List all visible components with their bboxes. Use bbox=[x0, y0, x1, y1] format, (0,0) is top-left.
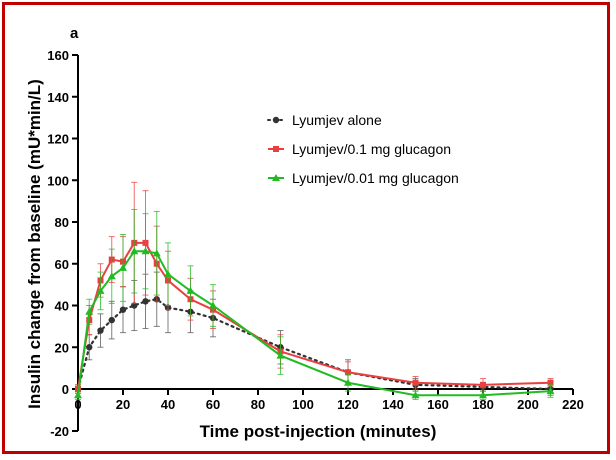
data-point bbox=[186, 286, 195, 294]
y-tick-label: 40 bbox=[55, 299, 69, 314]
series-line bbox=[77, 250, 551, 397]
y-tick-label: 0 bbox=[62, 382, 69, 397]
x-tick-label: 160 bbox=[427, 397, 449, 412]
data-point bbox=[273, 146, 279, 152]
x-tick-label: 180 bbox=[472, 397, 494, 412]
data-point bbox=[272, 174, 280, 181]
x-axis-title: Time post-injection (minutes) bbox=[200, 422, 437, 441]
data-point bbox=[209, 301, 217, 309]
data-point bbox=[412, 379, 419, 386]
legend-label: Lyumjev/0.01 mg glucagon bbox=[292, 170, 459, 186]
x-tick-label: 200 bbox=[517, 397, 539, 412]
y-tick-label: 140 bbox=[47, 90, 69, 105]
legend-entry: Lyumjev alone bbox=[267, 112, 382, 128]
y-tick-label: 20 bbox=[55, 340, 69, 355]
data-point bbox=[547, 379, 554, 386]
legend-label: Lyumjev/0.1 mg glucagon bbox=[292, 141, 451, 157]
data-point bbox=[119, 306, 127, 313]
y-tick-label: -20 bbox=[50, 424, 69, 439]
data-point bbox=[344, 378, 352, 386]
legend-label: Lyumjev alone bbox=[292, 112, 382, 128]
series-line bbox=[76, 298, 552, 391]
legend-entry: Lyumjev/0.1 mg glucagon bbox=[268, 141, 451, 157]
data-point bbox=[74, 391, 82, 399]
data-point bbox=[411, 391, 420, 399]
series-line bbox=[77, 241, 551, 390]
data-point bbox=[130, 247, 139, 255]
data-point bbox=[152, 249, 161, 257]
x-tick-label: 60 bbox=[206, 397, 220, 412]
data-point bbox=[276, 351, 285, 359]
x-tick-label: 140 bbox=[382, 397, 404, 412]
data-point bbox=[272, 116, 280, 124]
data-point bbox=[142, 298, 149, 305]
data-point bbox=[96, 286, 105, 294]
data-point bbox=[86, 344, 93, 351]
series-0 bbox=[74, 271, 554, 396]
data-point bbox=[119, 263, 127, 271]
data-point bbox=[479, 391, 487, 399]
figure-frame bbox=[2, 2, 610, 454]
y-tick-label: 120 bbox=[47, 132, 69, 147]
data-point bbox=[107, 272, 116, 280]
data-point bbox=[546, 387, 555, 395]
x-tick-label: 220 bbox=[562, 397, 584, 412]
y-tick-label: 100 bbox=[47, 173, 69, 188]
x-tick-label: 40 bbox=[161, 397, 175, 412]
series-2 bbox=[74, 208, 555, 400]
x-tick-label: 120 bbox=[337, 397, 359, 412]
x-tick-label: 100 bbox=[292, 397, 314, 412]
legend-entry: Lyumjev/0.01 mg glucagon bbox=[268, 170, 459, 186]
data-point bbox=[85, 307, 94, 315]
y-axis-title: Insulin change from baseline (mU*min/L) bbox=[25, 79, 44, 409]
x-tick-label: 20 bbox=[116, 397, 130, 412]
x-tick-label: 80 bbox=[251, 397, 265, 412]
data-point bbox=[480, 381, 486, 388]
x-tick-label: 0 bbox=[74, 397, 81, 412]
data-point bbox=[97, 327, 104, 334]
data-point bbox=[345, 369, 351, 376]
y-tick-label: 160 bbox=[47, 48, 69, 63]
panel-label: a bbox=[70, 25, 79, 42]
data-point bbox=[108, 316, 115, 324]
data-point bbox=[164, 270, 172, 278]
data-point bbox=[141, 247, 150, 255]
y-tick-label: 80 bbox=[55, 215, 69, 230]
y-tick-label: 60 bbox=[55, 257, 69, 272]
